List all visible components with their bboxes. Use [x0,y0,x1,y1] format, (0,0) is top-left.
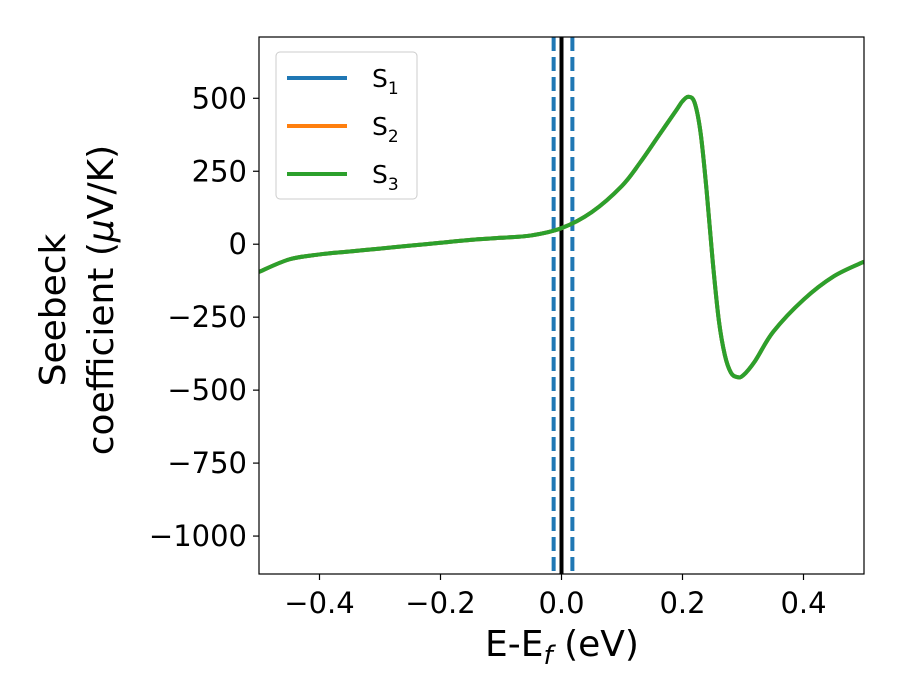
series-line-s3 [259,94,864,380]
y-tick-label: −1000 [149,519,247,553]
x-tick-label: 0.2 [659,586,705,620]
legend-label-subscript: 2 [388,127,399,147]
x-axis-ticks: −0.4 −0.2 0.0 0.2 0.4 [284,574,827,620]
x-axis-label: E-Ef (eV) [485,624,639,671]
x-tick-label: 0.0 [538,586,584,620]
y-axis-label-line2: coefficient (μV/K) [81,145,122,455]
x-tick-label: −0.4 [284,586,354,620]
legend-label-name: S [372,112,388,141]
legend-label-subscript: 1 [388,79,399,99]
y-tick-label: 500 [192,81,247,115]
legend-label-name: S [372,64,388,93]
y-tick-label: −750 [167,446,247,480]
y-tick-label: 250 [192,154,247,188]
y-axis-ticks: 500 250 0 −250 −500 −750 −1000 [149,81,259,553]
legend-label-s1: S1 [372,64,399,99]
legend-label-name: S [372,160,388,189]
series-lines [259,94,864,380]
legend-label-s3: S3 [372,160,399,195]
y-tick-label: −500 [167,373,247,407]
x-tick-label: 0.4 [780,586,826,620]
vertical-lines [551,37,575,574]
legend-label-s2: S2 [372,112,399,147]
legend-label-subscript: 3 [388,175,399,195]
y-tick-label: −250 [167,300,247,334]
y-tick-label: 0 [229,227,247,261]
x-tick-label: −0.2 [405,586,475,620]
y-axis-label-line1: Seebeck [33,233,74,386]
